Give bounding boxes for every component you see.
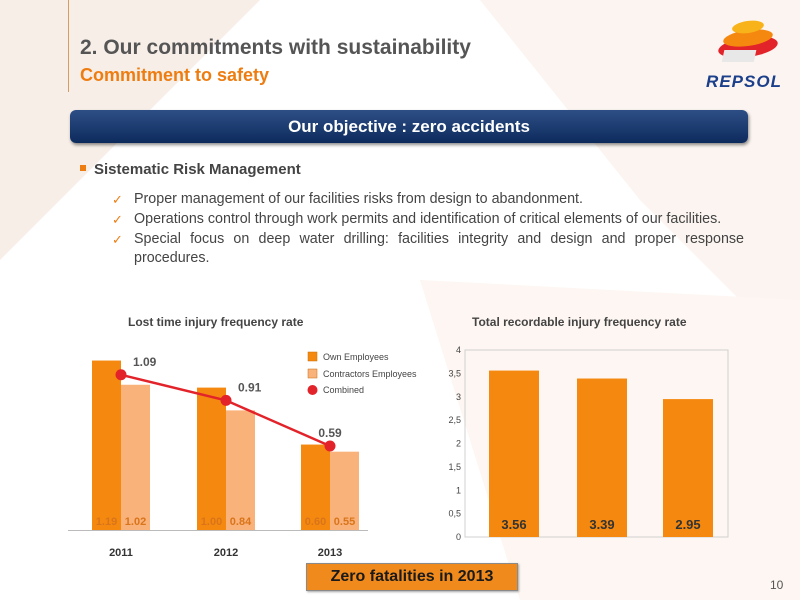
section-heading: Sistematic Risk Management <box>80 161 301 178</box>
x-tick-label: 2011 <box>109 547 133 559</box>
checkmark-icon: ✓ <box>112 232 123 247</box>
y-tick-label: 3,5 <box>448 368 461 378</box>
bar-own-employees <box>301 444 330 530</box>
bar-recordable-injury <box>663 399 713 537</box>
title-divider <box>68 0 69 92</box>
data-label-contractors: 0.84 <box>230 516 252 528</box>
y-tick-label: 0,5 <box>448 509 461 519</box>
logo-icon <box>718 20 778 62</box>
x-tick-label: 2013 <box>318 547 342 559</box>
data-label-own: 1.19 <box>96 516 117 528</box>
data-label-recordable: 3.39 <box>589 517 614 532</box>
bar-own-employees <box>197 387 226 530</box>
chart2-title: Total recordable injury frequency rate <box>472 315 687 329</box>
data-label-contractors: 0.55 <box>334 516 355 528</box>
data-label-combined: 0.91 <box>238 380 262 394</box>
lost-time-injury-chart: 1.19 1.02 2011 1.00 0.84 2012 0.60 0.55 2013 1.09… <box>68 351 417 559</box>
x-tick-label: 2012 <box>214 547 238 559</box>
list-item: ✓ Special focus on deep water drilling: f… <box>112 230 744 268</box>
y-tick-label: 2,5 <box>448 415 461 425</box>
bullet-square-icon <box>80 165 86 172</box>
bar-recordable-injury <box>577 378 627 537</box>
data-label-recordable: 2.95 <box>675 517 700 532</box>
combined-point <box>115 369 127 381</box>
legend-label: Contractors Employees <box>323 369 417 379</box>
repsol-logo: REPSOL <box>698 14 790 94</box>
checklist: ✓ Proper management of our facilities ris… <box>112 190 744 269</box>
list-item: ✓ Operations control through work permits… <box>112 210 744 229</box>
page-title: 2. Our commitments with sustainability <box>80 36 471 59</box>
bar-contractors-employees <box>330 451 359 530</box>
data-label-contractors: 1.02 <box>125 516 146 528</box>
bar-contractors-employees <box>121 384 150 530</box>
combined-point <box>220 394 232 406</box>
page-number: 10 <box>770 578 784 592</box>
legend-swatch <box>307 385 318 395</box>
data-label-recordable: 3.56 <box>501 517 526 532</box>
checkmark-icon: ✓ <box>112 212 123 227</box>
legend-label: Combined <box>323 385 364 395</box>
zero-fatalities-banner: Zero fatalities in 2013 <box>306 563 518 591</box>
combined-point <box>324 440 336 452</box>
chart1-title: Lost time injury frequency rate <box>128 315 304 329</box>
list-item-text: Operations control through work permits … <box>134 211 722 227</box>
legend-swatch <box>307 351 318 362</box>
y-tick-label: 1,5 <box>448 462 461 472</box>
legend-label: Own Employees <box>323 352 389 362</box>
y-tick-label: 0 <box>456 532 461 542</box>
data-label-own: 0.60 <box>305 516 326 528</box>
data-label-own: 1.00 <box>201 516 222 528</box>
legend-swatch <box>307 368 318 379</box>
list-item-text: Special focus on deep water drilling: fa… <box>134 231 744 266</box>
objective-banner: Our objective : zero accidents <box>70 110 748 143</box>
section-heading-text: Sistematic Risk Management <box>94 161 301 178</box>
bar-contractors-employees <box>226 410 255 530</box>
y-tick-label: 3 <box>456 392 461 402</box>
data-label-combined: 0.59 <box>318 426 342 440</box>
y-tick-label: 1 <box>456 485 461 495</box>
list-item: ✓ Proper management of our facilities ris… <box>112 190 744 209</box>
data-label-combined: 1.09 <box>133 355 157 369</box>
recordable-injury-chart: 0 0,5 1 1,5 2 2,5 3 3,5 4 3.56 3.39 2.95 <box>448 345 729 542</box>
checkmark-icon: ✓ <box>112 192 123 207</box>
bar-own-employees <box>92 360 121 530</box>
bar-recordable-injury <box>489 370 539 537</box>
y-tick-label: 2 <box>456 439 461 449</box>
logo-wordmark: REPSOL <box>706 72 782 91</box>
y-tick-label: 4 <box>456 345 461 355</box>
list-item-text: Proper management of our facilities risk… <box>134 191 583 207</box>
page-subtitle: Commitment to safety <box>80 65 270 85</box>
